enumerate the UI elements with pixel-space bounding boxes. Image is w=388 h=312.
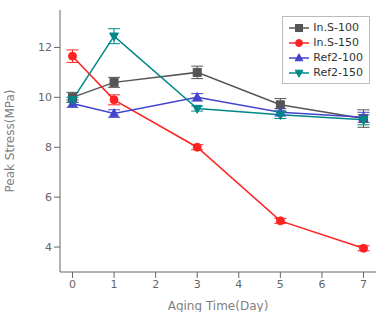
html-text:In.S-150: In.S-150 [313, 36, 359, 49]
svg-text:6: 6 [45, 191, 52, 204]
svg-text:4: 4 [45, 241, 52, 254]
svg-text:2: 2 [152, 278, 159, 291]
svg-text:4: 4 [235, 278, 242, 291]
svg-text:Aging Time(Day): Aging Time(Day) [168, 299, 269, 312]
svg-text:6: 6 [318, 278, 325, 291]
svg-text:8: 8 [45, 141, 52, 154]
svg-text:Peak Stress(MPa): Peak Stress(MPa) [8, 90, 17, 193]
svg-text:1: 1 [111, 278, 118, 291]
html-text:In.S-100: In.S-100 [313, 21, 359, 34]
html-text:Ref2-100: Ref2-100 [313, 51, 363, 64]
svg-text:10: 10 [38, 91, 52, 104]
svg-text:12: 12 [38, 41, 52, 54]
svg-text:5: 5 [277, 278, 284, 291]
html-text:Ref2-150: Ref2-150 [313, 66, 363, 79]
svg-text:3: 3 [194, 278, 201, 291]
svg-text:0: 0 [69, 278, 76, 291]
svg-text:7: 7 [360, 278, 367, 291]
